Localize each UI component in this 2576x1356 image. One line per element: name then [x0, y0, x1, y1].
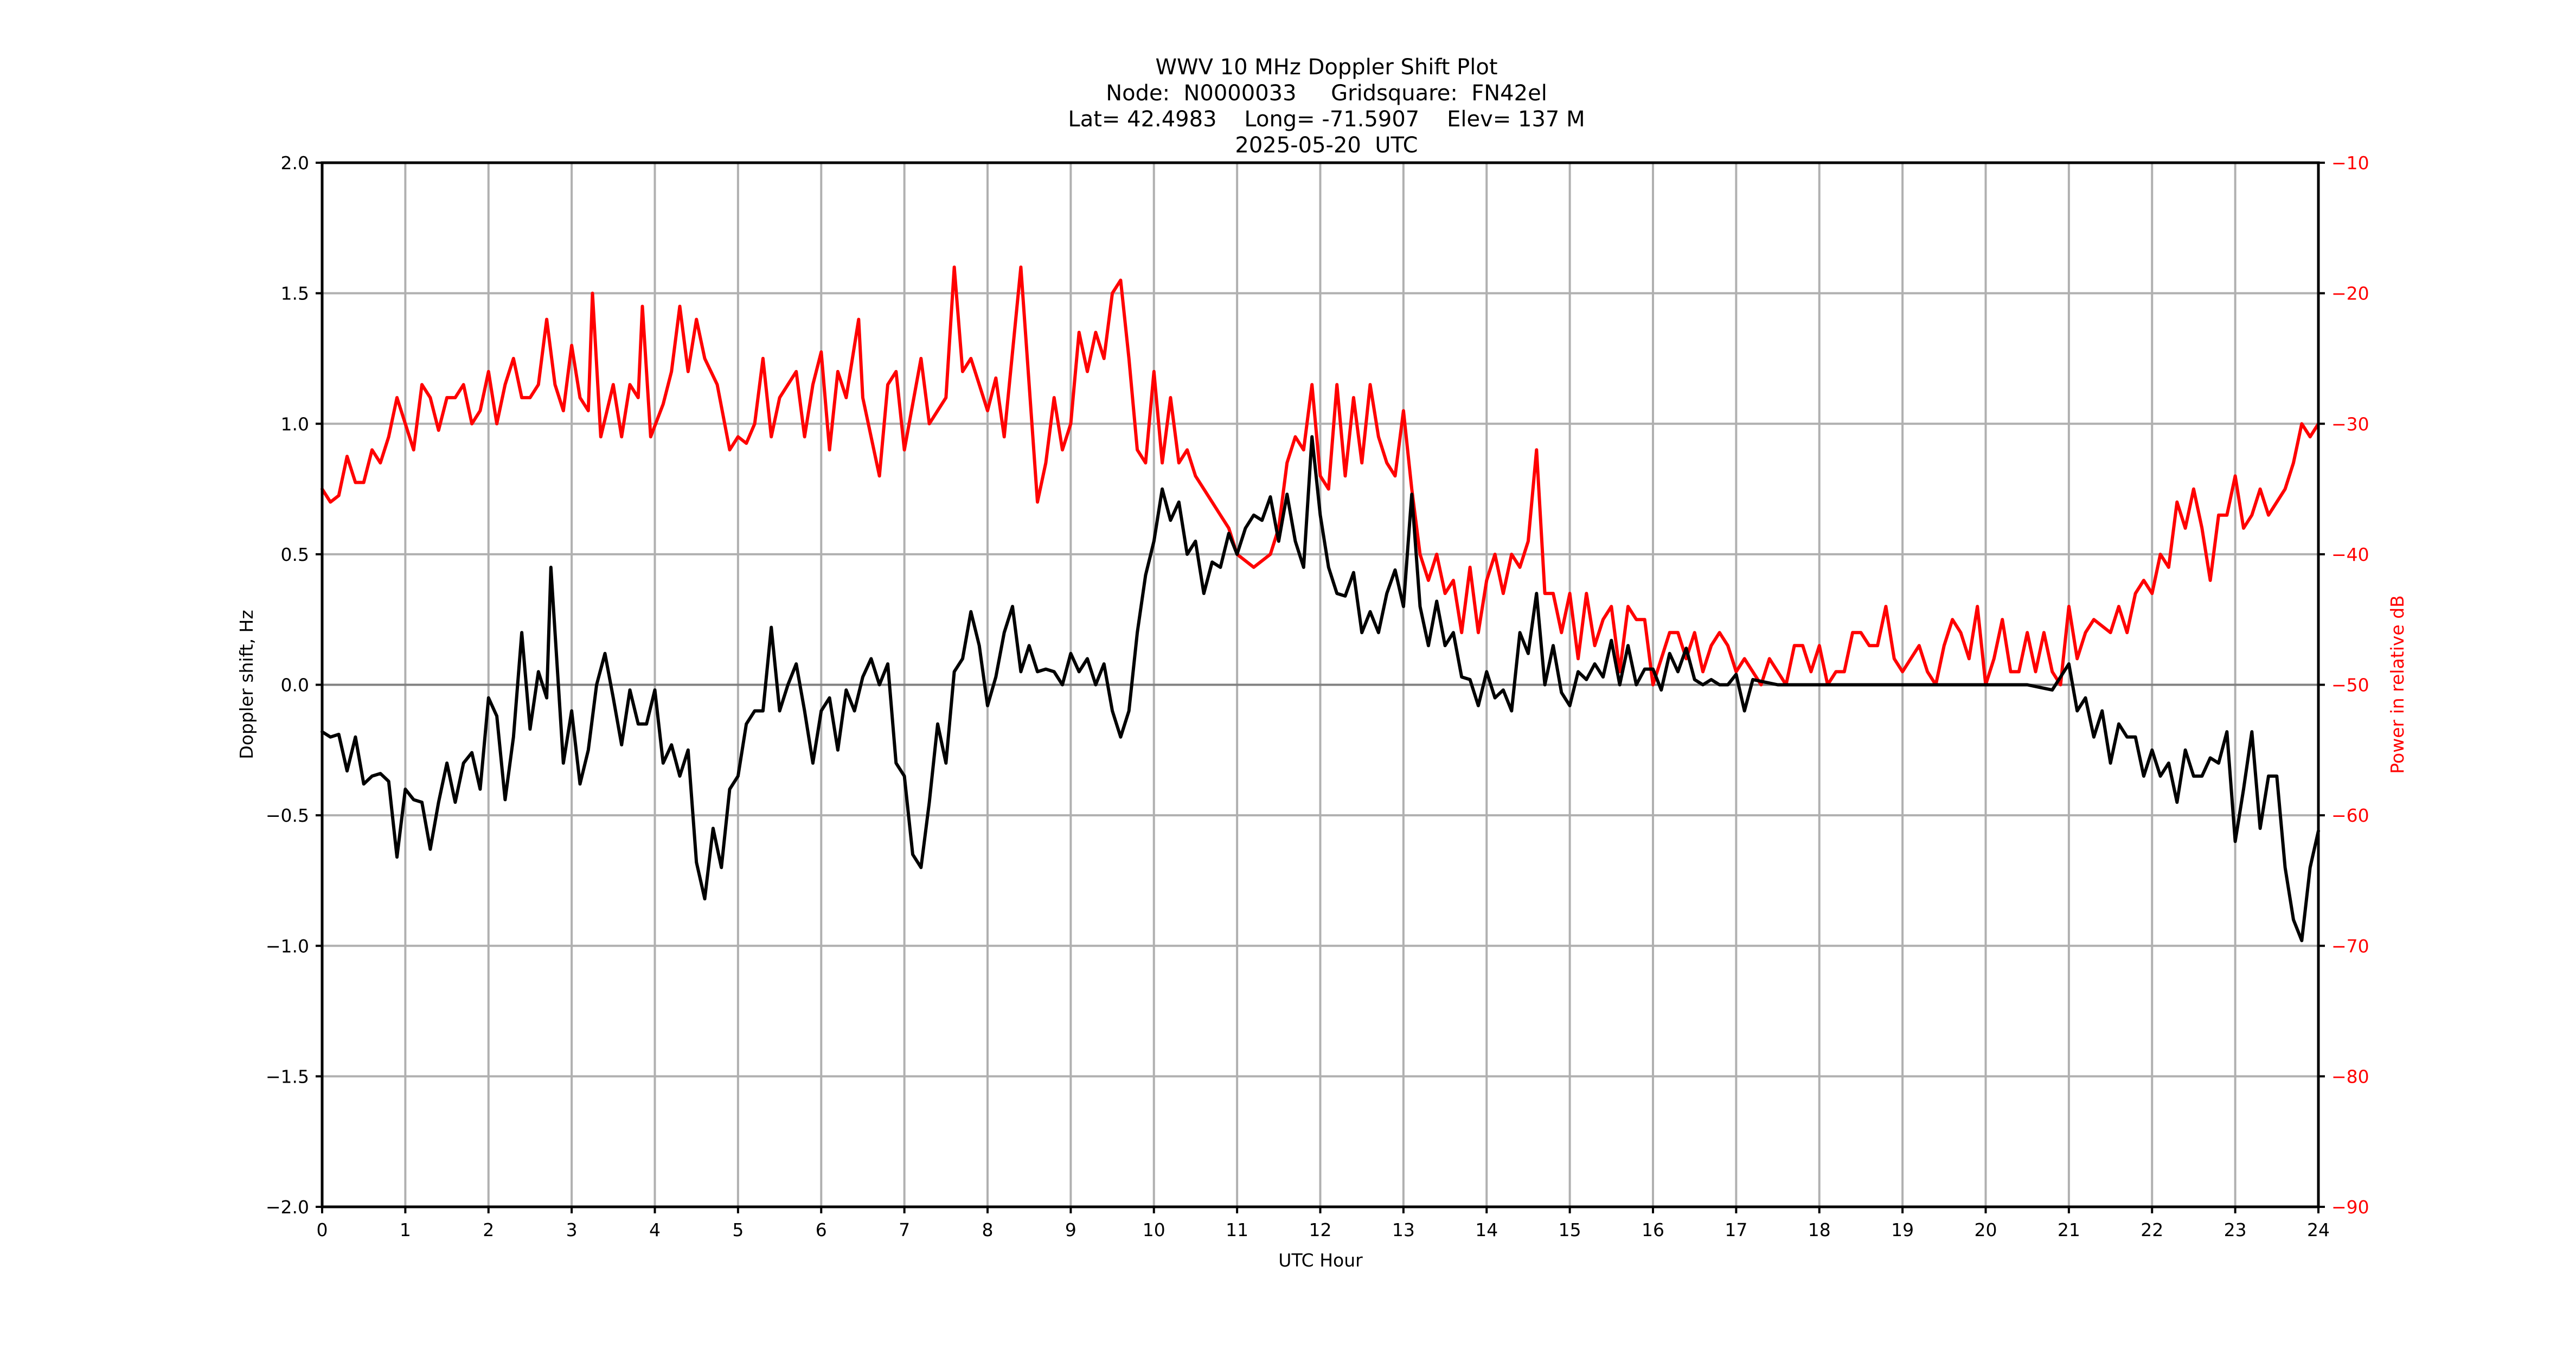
y-tick-label: −1.5 — [266, 1066, 309, 1087]
y2-tick-label: −40 — [2331, 544, 2369, 565]
date-line: 2025-05-20 UTC — [1235, 133, 1418, 158]
x-tick-label: 22 — [2141, 1219, 2163, 1240]
x-tick-label: 10 — [1143, 1219, 1165, 1240]
y2-tick-label: −20 — [2331, 283, 2369, 304]
x-tick-label: 16 — [1642, 1219, 1664, 1240]
y-tick-label: 1.5 — [281, 283, 309, 304]
y2-tick-label: −90 — [2331, 1197, 2369, 1218]
y-tick-label: −1.0 — [266, 936, 309, 957]
x-tick-label: 8 — [982, 1219, 994, 1240]
x-tick-label: 19 — [1891, 1219, 1914, 1240]
y-tick-label: 0.5 — [281, 544, 309, 565]
x-tick-label: 3 — [566, 1219, 578, 1240]
y2-tick-label: −60 — [2331, 805, 2369, 826]
y-tick-label: 0.0 — [281, 675, 309, 696]
power-line — [321, 265, 2320, 687]
x-tick-label: 6 — [816, 1219, 827, 1240]
right-y-axis-ticks: −10 −20 −30 −40 −50 −60 −70 −80 −90 — [2318, 152, 2369, 1218]
x-tick-label: 4 — [649, 1219, 661, 1240]
x-tick-label: 24 — [2307, 1219, 2330, 1240]
x-tick-label: 9 — [1065, 1219, 1076, 1240]
y2-tick-label: −80 — [2331, 1066, 2369, 1087]
x-tick-label: 5 — [732, 1219, 744, 1240]
x-axis-ticks: 0 1 2 3 4 5 6 7 8 9 10 11 12 13 14 15 16 17 18 19 20 21 22 23 24 — [317, 1207, 2330, 1240]
x-tick-label: 7 — [899, 1219, 910, 1240]
doppler-series-line — [321, 435, 2320, 943]
left-y-axis-label: Doppler shift, Hz — [236, 610, 257, 759]
y2-tick-label: −70 — [2331, 936, 2369, 957]
y2-tick-label: −30 — [2331, 413, 2369, 434]
right-y-axis-label: Power in relative dB — [2387, 595, 2408, 773]
chart-title-block: WWV 10 MHz Doppler Shift Plot Node: N000… — [0, 54, 2576, 158]
x-tick-label: 18 — [1808, 1219, 1831, 1240]
x-tick-label: 13 — [1392, 1219, 1415, 1240]
x-tick-label: 15 — [1559, 1219, 1581, 1240]
x-tick-label: 0 — [317, 1219, 328, 1240]
x-tick-label: 20 — [1975, 1219, 1997, 1240]
doppler-line — [321, 435, 2320, 943]
x-tick-label: 1 — [400, 1219, 411, 1240]
x-tick-label: 14 — [1475, 1219, 1498, 1240]
x-tick-label: 23 — [2224, 1219, 2247, 1240]
x-tick-label: 12 — [1309, 1219, 1332, 1240]
y-tick-label: −2.0 — [266, 1197, 309, 1218]
y-tick-label: 1.0 — [281, 413, 309, 434]
chart-title: WWV 10 MHz Doppler Shift Plot — [1155, 55, 1498, 80]
x-tick-label: 21 — [2058, 1219, 2080, 1240]
node-gridsquare-line: Node: N0000033 Gridsquare: FN42el — [1106, 81, 1547, 106]
x-tick-label: 17 — [1725, 1219, 1747, 1240]
y-tick-label: 2.0 — [281, 152, 309, 174]
power-series-line — [321, 265, 2320, 687]
y2-tick-label: −10 — [2331, 152, 2369, 174]
y2-tick-label: −50 — [2331, 675, 2369, 696]
x-axis-label: UTC Hour — [1278, 1250, 1363, 1271]
x-tick-label: 2 — [483, 1219, 494, 1240]
x-tick-label: 11 — [1226, 1219, 1248, 1240]
left-y-axis-ticks: 2.0 1.5 1.0 0.5 0.0 −0.5 −1.0 −1.5 −2.0 — [266, 152, 322, 1218]
location-line: Lat= 42.4983 Long= -71.5907 Elev= 137 M — [1068, 107, 1585, 132]
y-tick-label: −0.5 — [266, 805, 309, 826]
